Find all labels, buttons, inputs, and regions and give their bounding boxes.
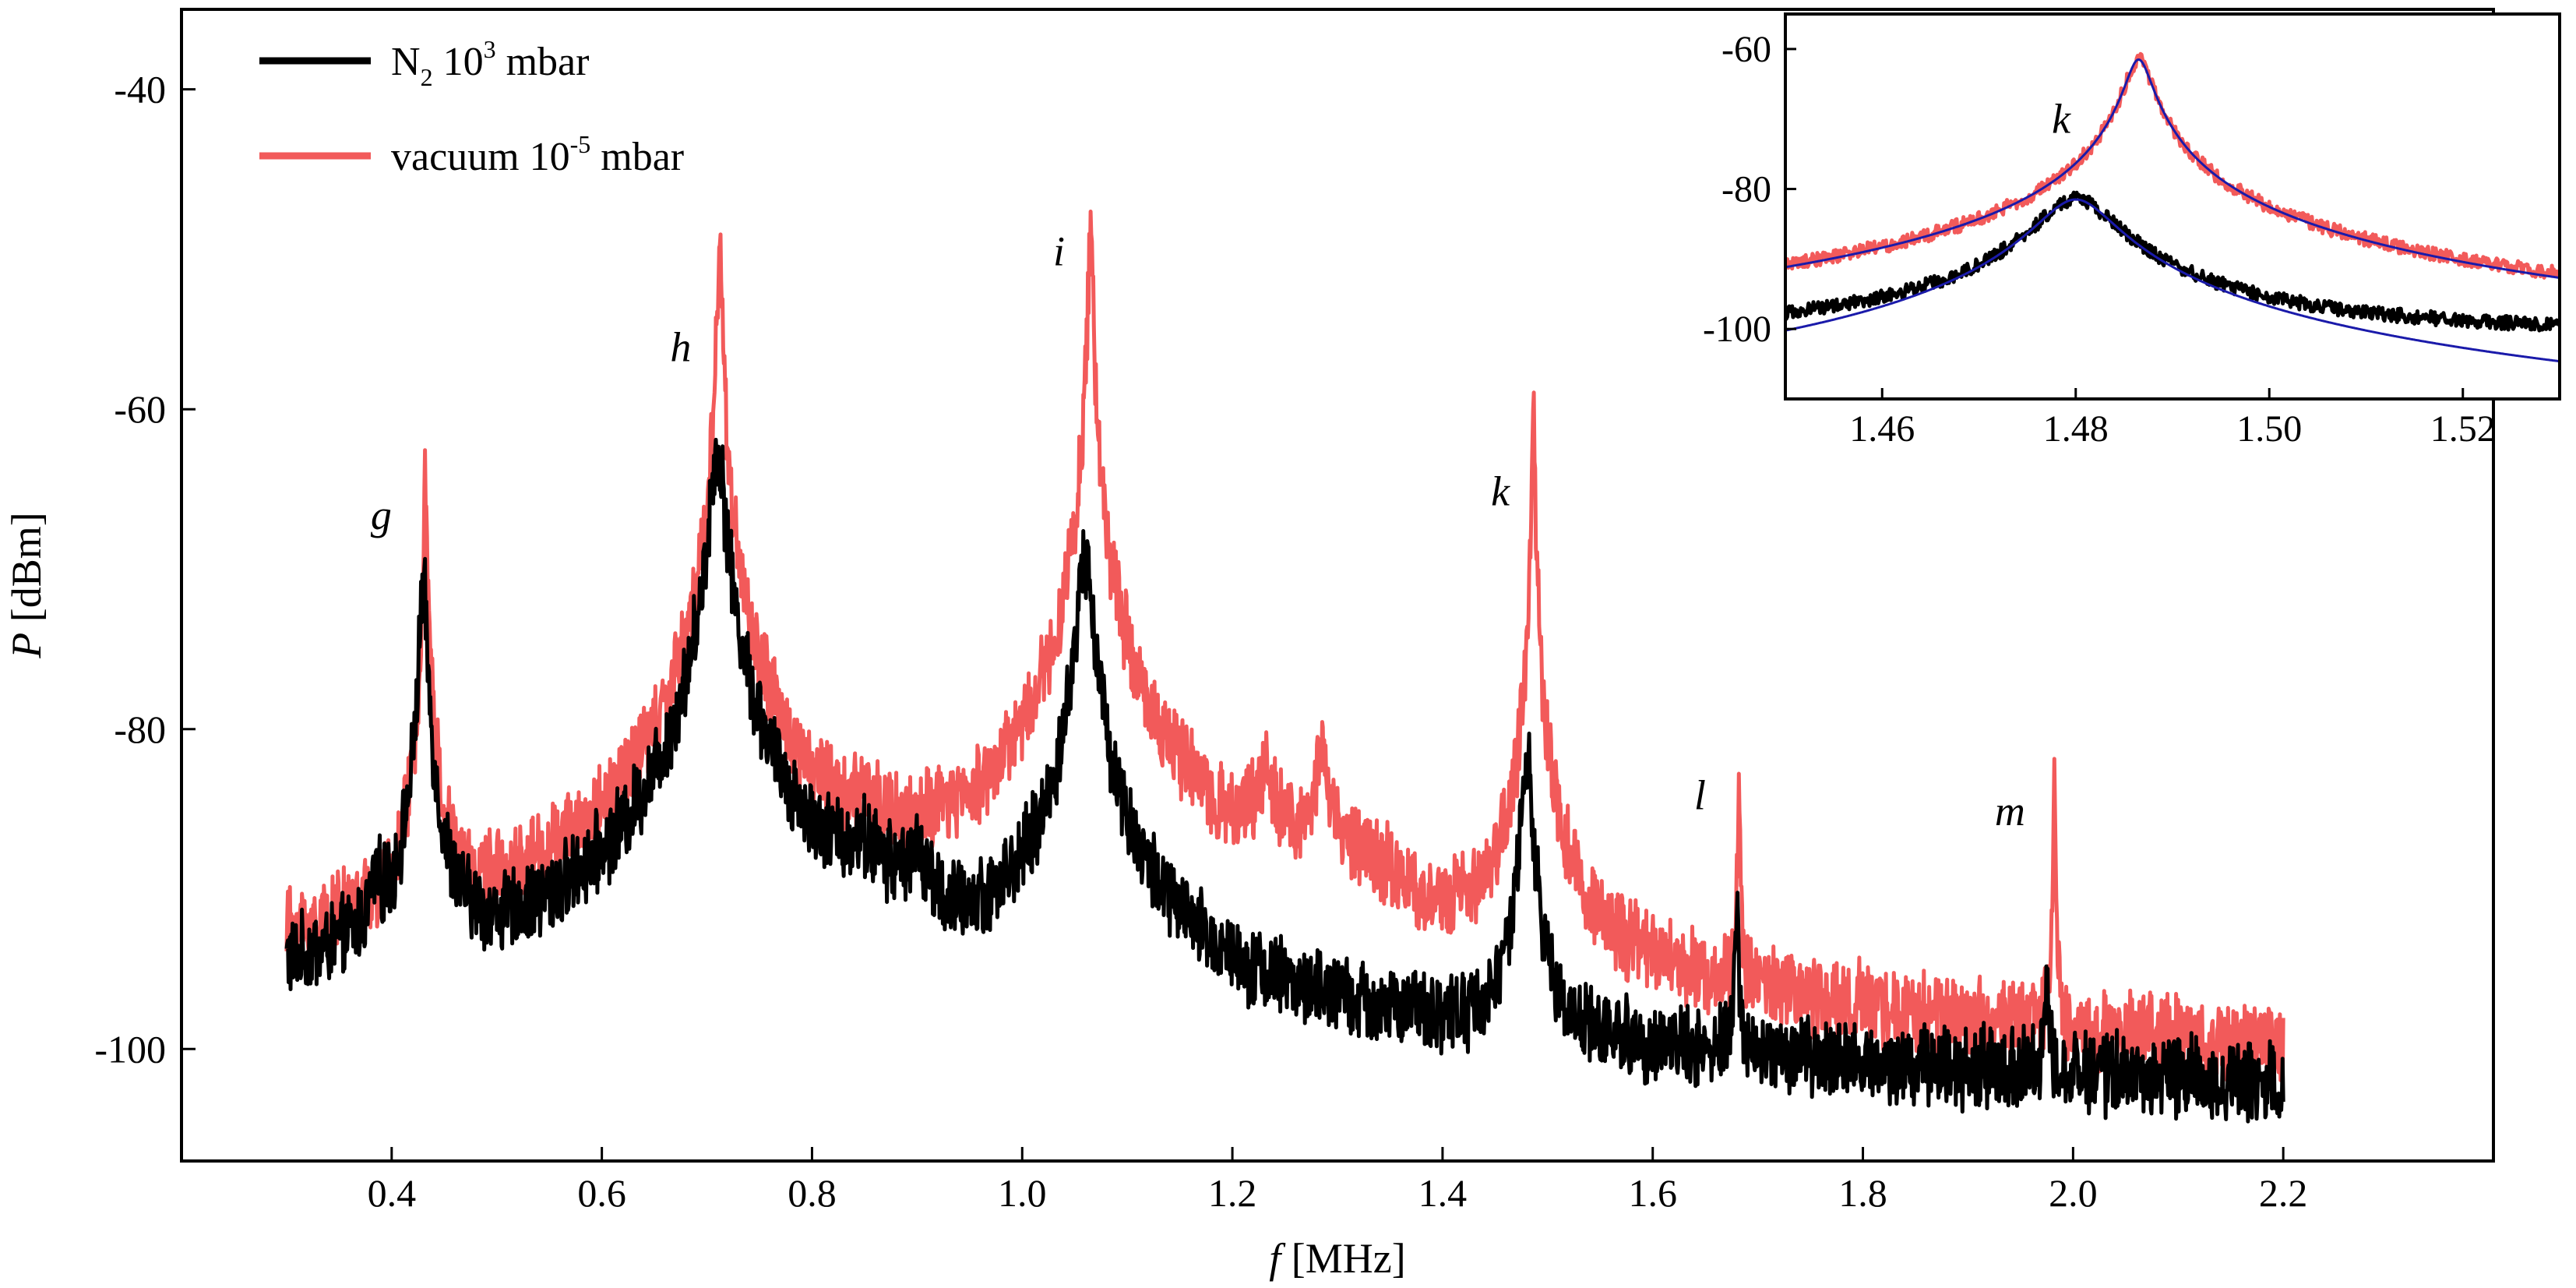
inset-x-axis: 1.46 1.48 1.50 1.52 — [1849, 388, 2496, 450]
inset-fit-line — [1785, 58, 2560, 279]
x-tick-label: 0.4 — [368, 1171, 417, 1215]
inset-series-line — [1785, 190, 2560, 333]
main-series-group — [284, 210, 2285, 1124]
inset-x-tick-label: 1.52 — [2430, 408, 2496, 450]
peak-label-m: m — [1995, 788, 2025, 835]
x-axis-title: f [MHz] — [1269, 1235, 1405, 1282]
peak-labels: g h i k l m — [371, 228, 2025, 834]
x-tick-label: 0.6 — [577, 1171, 626, 1215]
x-tick-label: 1.2 — [1208, 1171, 1257, 1215]
main-plot-frame — [180, 8, 2495, 1163]
inset-x-tick-label: 1.50 — [2236, 408, 2302, 450]
main-x-axis: 0.4 0.6 0.8 1.0 1.2 1.4 1.6 1.8 2.0 2.2 — [368, 1147, 2308, 1215]
x-tick-label: 1.6 — [1628, 1171, 1677, 1215]
series-line-n2 — [284, 437, 2285, 1124]
inset-peak-labels: k — [2052, 96, 2071, 143]
peak-label-k: k — [1491, 468, 1510, 514]
inset-plot-frame — [1784, 12, 2561, 401]
x-tick-label: 2.2 — [2259, 1171, 2308, 1215]
inset-series-group — [1785, 51, 2560, 363]
legend-label-vacuum: vacuum 10-5 mbar — [391, 130, 684, 179]
peak-label-h: h — [670, 324, 691, 371]
y-axis-title: P [dBm] — [3, 512, 50, 659]
inset-peak-label-k: k — [2052, 96, 2071, 143]
peak-label-g: g — [371, 492, 392, 538]
inset-fit-line — [1785, 198, 2560, 363]
inset-y-tick-label: -100 — [1703, 309, 1771, 350]
main-chart: 0.4 0.6 0.8 1.0 1.2 1.4 1.6 1.8 2.0 2.2 -40 -60 -80… — [3, 8, 2495, 1282]
x-tick-label: 1.0 — [998, 1171, 1047, 1215]
inset-background — [1785, 14, 2560, 399]
y-tick-label: -40 — [114, 68, 166, 111]
inset-x-tick-label: 1.48 — [2043, 408, 2109, 450]
y-tick-label: -80 — [114, 708, 166, 751]
legend: N2 103 mbar vacuum 10-5 mbar — [259, 35, 684, 179]
peak-label-l: l — [1694, 771, 1706, 818]
inset-y-tick-label: -80 — [1721, 169, 1771, 210]
legend-entry-vacuum: vacuum 10-5 mbar — [259, 130, 684, 179]
peak-label-i: i — [1053, 228, 1065, 274]
inset-chart: 1.46 1.48 1.50 1.52 -60 -80 -100 k — [1703, 12, 2561, 450]
y-tick-label: -100 — [94, 1027, 166, 1071]
inset-y-tick-label: -60 — [1721, 29, 1771, 70]
inset-x-tick-label: 1.46 — [1849, 408, 1915, 450]
main-y-axis: -40 -60 -80 -100 — [94, 68, 196, 1071]
inset-y-axis: -60 -80 -100 — [1703, 29, 1796, 350]
y-tick-label: -60 — [114, 387, 166, 431]
legend-entry-n2: N2 103 mbar — [259, 35, 589, 91]
legend-label-n2: N2 103 mbar — [391, 35, 589, 91]
x-tick-label: 0.8 — [788, 1171, 837, 1215]
x-tick-label: 2.0 — [2049, 1171, 2098, 1215]
x-tick-label: 1.8 — [1838, 1171, 1887, 1215]
x-tick-label: 1.4 — [1418, 1171, 1468, 1215]
